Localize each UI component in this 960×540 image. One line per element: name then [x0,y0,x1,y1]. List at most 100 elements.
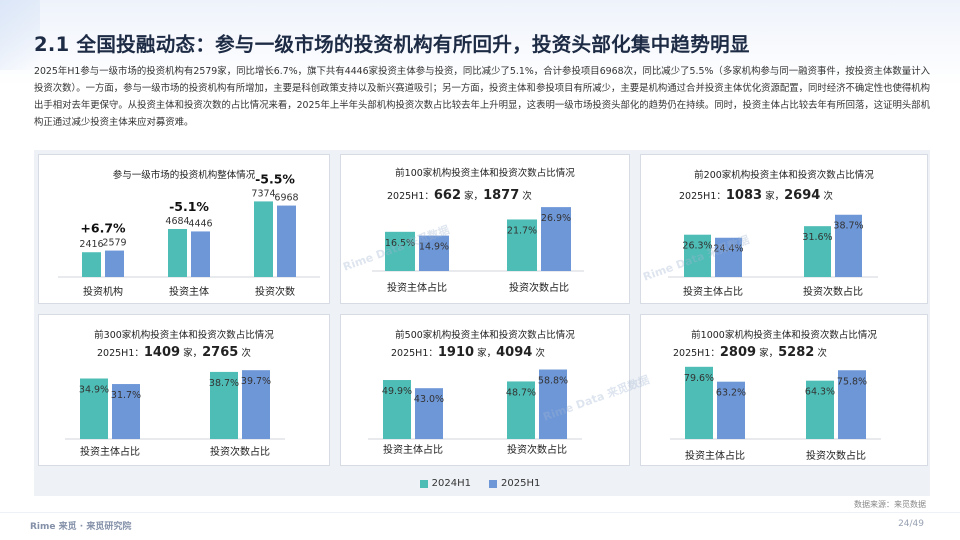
bar-value-label: 58.8% [538,376,568,387]
chart-legend: 2024H1 2025H1 [0,478,960,489]
sub-prefix: 2025H1： [387,191,434,202]
unit-times: 次 [817,348,827,359]
legend-swatch-2024 [419,479,428,488]
growth-annotation: -5.5% [255,171,295,186]
legend-item-2025: 2025H1 [489,478,540,489]
data-source: 数据来源：来觅数据 [854,500,926,509]
top1000-bar-chart: 79.6%63.2% 投资主体占比 64.3%75.8% 投资次数占比 [670,366,881,462]
chart-card-top300: 前300家机构投资主体和投资次数占比情况 2025H1：1409 家，2765 … [38,314,330,466]
bar-value-label: 34.9% [79,385,109,396]
bar-2025h1 [112,384,140,439]
bar-2025h1 [539,369,567,439]
top300-bar-chart: 34.9%31.7% 投资主体占比 38.7% 39.7% 投资次数占比 [65,370,285,458]
unit-times: 次 [823,191,833,202]
chart-title: 前100家机构投资主体和投资次数占比情况 [395,168,575,179]
bar-value-label: 4684 [165,216,189,227]
count-investments: 2765 [202,345,239,360]
chart-subtitle: 2025H1：662 家，1877 次 [387,188,532,203]
legend-label-2025: 2025H1 [501,478,541,489]
count-institutions: 1409 [143,345,181,360]
bar-2025h1 [191,231,210,277]
bar-2025h1 [835,214,862,277]
bar-value-label: 49.9% [382,386,412,397]
bar-value-label: 75.8% [837,376,867,387]
bar-value-label: 26.9% [541,213,571,224]
bar-value-label: 16.5% [385,238,415,249]
count-investments: 2694 [784,188,821,203]
chart-card-top200: 前200家机构投资主体和投资次数占比情况 2025H1：1083 家，2694 … [640,154,928,304]
page-title: 2.1 全国投融动态：参与一级市场的投资机构有所回升，投资头部化集中趋势明显 [34,33,750,56]
top500-bar-chart: 49.9%43.0% 投资主体占比 48.7%58.8% 投资次数占比 [368,369,582,456]
category-label: 投资次数占比 [806,449,866,462]
bar-value-label: 64.3% [805,387,835,398]
bar-2024h1 [507,219,537,271]
bar-value-label: 7374 [251,188,275,199]
bar-2024h1 [82,252,101,277]
category-label: 投资机构 [83,285,123,298]
bar-value-label: 43.0% [414,394,444,405]
chart-subtitle: 2025H1：1083 家，2694 次 [679,188,833,203]
bar-2025h1 [242,370,270,439]
chart-subtitle: 2025H1：2809 家，5282 次 [673,345,827,360]
bar-2024h1 [507,381,535,439]
bar-value-label: 63.2% [716,388,746,399]
unit-institutions: 家， [477,348,497,359]
category-label: 投资主体 [169,285,209,298]
bar-2024h1 [80,378,108,439]
bar-2025h1 [717,381,745,439]
category-label: 投资主体占比 [387,281,447,294]
chart-title: 参与一级市场的投资机构整体情况 [112,170,256,181]
chart-title: 前500家机构投资主体和投资次数占比情况 [395,330,575,341]
chart-card-top500: 前500家机构投资主体和投资次数占比情况 2025H1：1910 家，4094 … [340,314,630,466]
bar-2025h1 [415,388,443,439]
bar-value-label: 26.3% [682,241,712,252]
bar-2024h1 [254,201,273,277]
growth-annotation: -5.1% [169,199,209,214]
count-investments: 4094 [496,345,533,360]
bar-value-label: 2416 [79,239,103,250]
count-institutions: 1910 [437,345,475,360]
count-investments: 5282 [778,345,815,360]
unit-times: 次 [522,191,532,202]
unit-institutions: 家， [464,191,484,202]
chart-subtitle: 2025H1：1910 家，4094 次 [391,345,545,360]
unit-institutions: 家， [759,348,779,359]
count-institutions: 2809 [719,345,757,360]
top200-bar-chart: 26.3% 24.4% 投资主体占比 31.6%38.7% 投资次数占比 [668,214,878,298]
bar-2025h1 [715,237,742,277]
bar-value-label: 4446 [188,218,212,229]
legend-label-2024: 2024H1 [431,478,471,489]
bar-2024h1 [385,231,415,271]
growth-annotation: +6.7% [80,221,126,236]
footer-divider [0,512,960,513]
unit-institutions: 家， [183,348,203,359]
legend-item-2024: 2024H1 [419,478,471,489]
chart-card-top100: 前100家机构投资主体和投资次数占比情况 2025H1：662 家，1877 次… [340,154,630,304]
bar-2025h1 [105,250,124,277]
bar-value-label: 21.7% [507,225,537,236]
bar-value-label: 24.4% [713,244,743,255]
count-institutions: 1083 [725,188,763,203]
unit-times: 次 [241,348,251,359]
chart-title: 前1000家机构投资主体和投资次数占比情况 [691,330,877,341]
sub-prefix: 2025H1： [97,348,144,359]
category-label: 投资主体占比 [685,449,745,462]
bar-2024h1 [210,371,238,439]
bar-value-label: 48.7% [506,387,536,398]
chart-title: 前200家机构投资主体和投资次数占比情况 [694,170,874,181]
bar-value-label: 38.7% [833,221,863,232]
bar-2024h1 [806,380,834,439]
category-label: 投资主体占比 [80,445,140,458]
bar-value-label: 6968 [274,193,298,204]
category-label: 投资次数占比 [509,281,569,294]
count-institutions: 662 [433,188,462,203]
bar-value-label: 31.6% [802,232,832,243]
corner-decoration [0,0,40,70]
legend-swatch-2025 [489,479,497,488]
category-label: 投资次数占比 [803,285,863,298]
chart-title: 前300家机构投资主体和投资次数占比情况 [94,330,274,341]
chart-card-top1000: 前1000家机构投资主体和投资次数占比情况 2025H1：2809 家，5282… [640,314,928,466]
bar-2025h1 [277,205,296,277]
sub-prefix: 2025H1： [679,191,726,202]
